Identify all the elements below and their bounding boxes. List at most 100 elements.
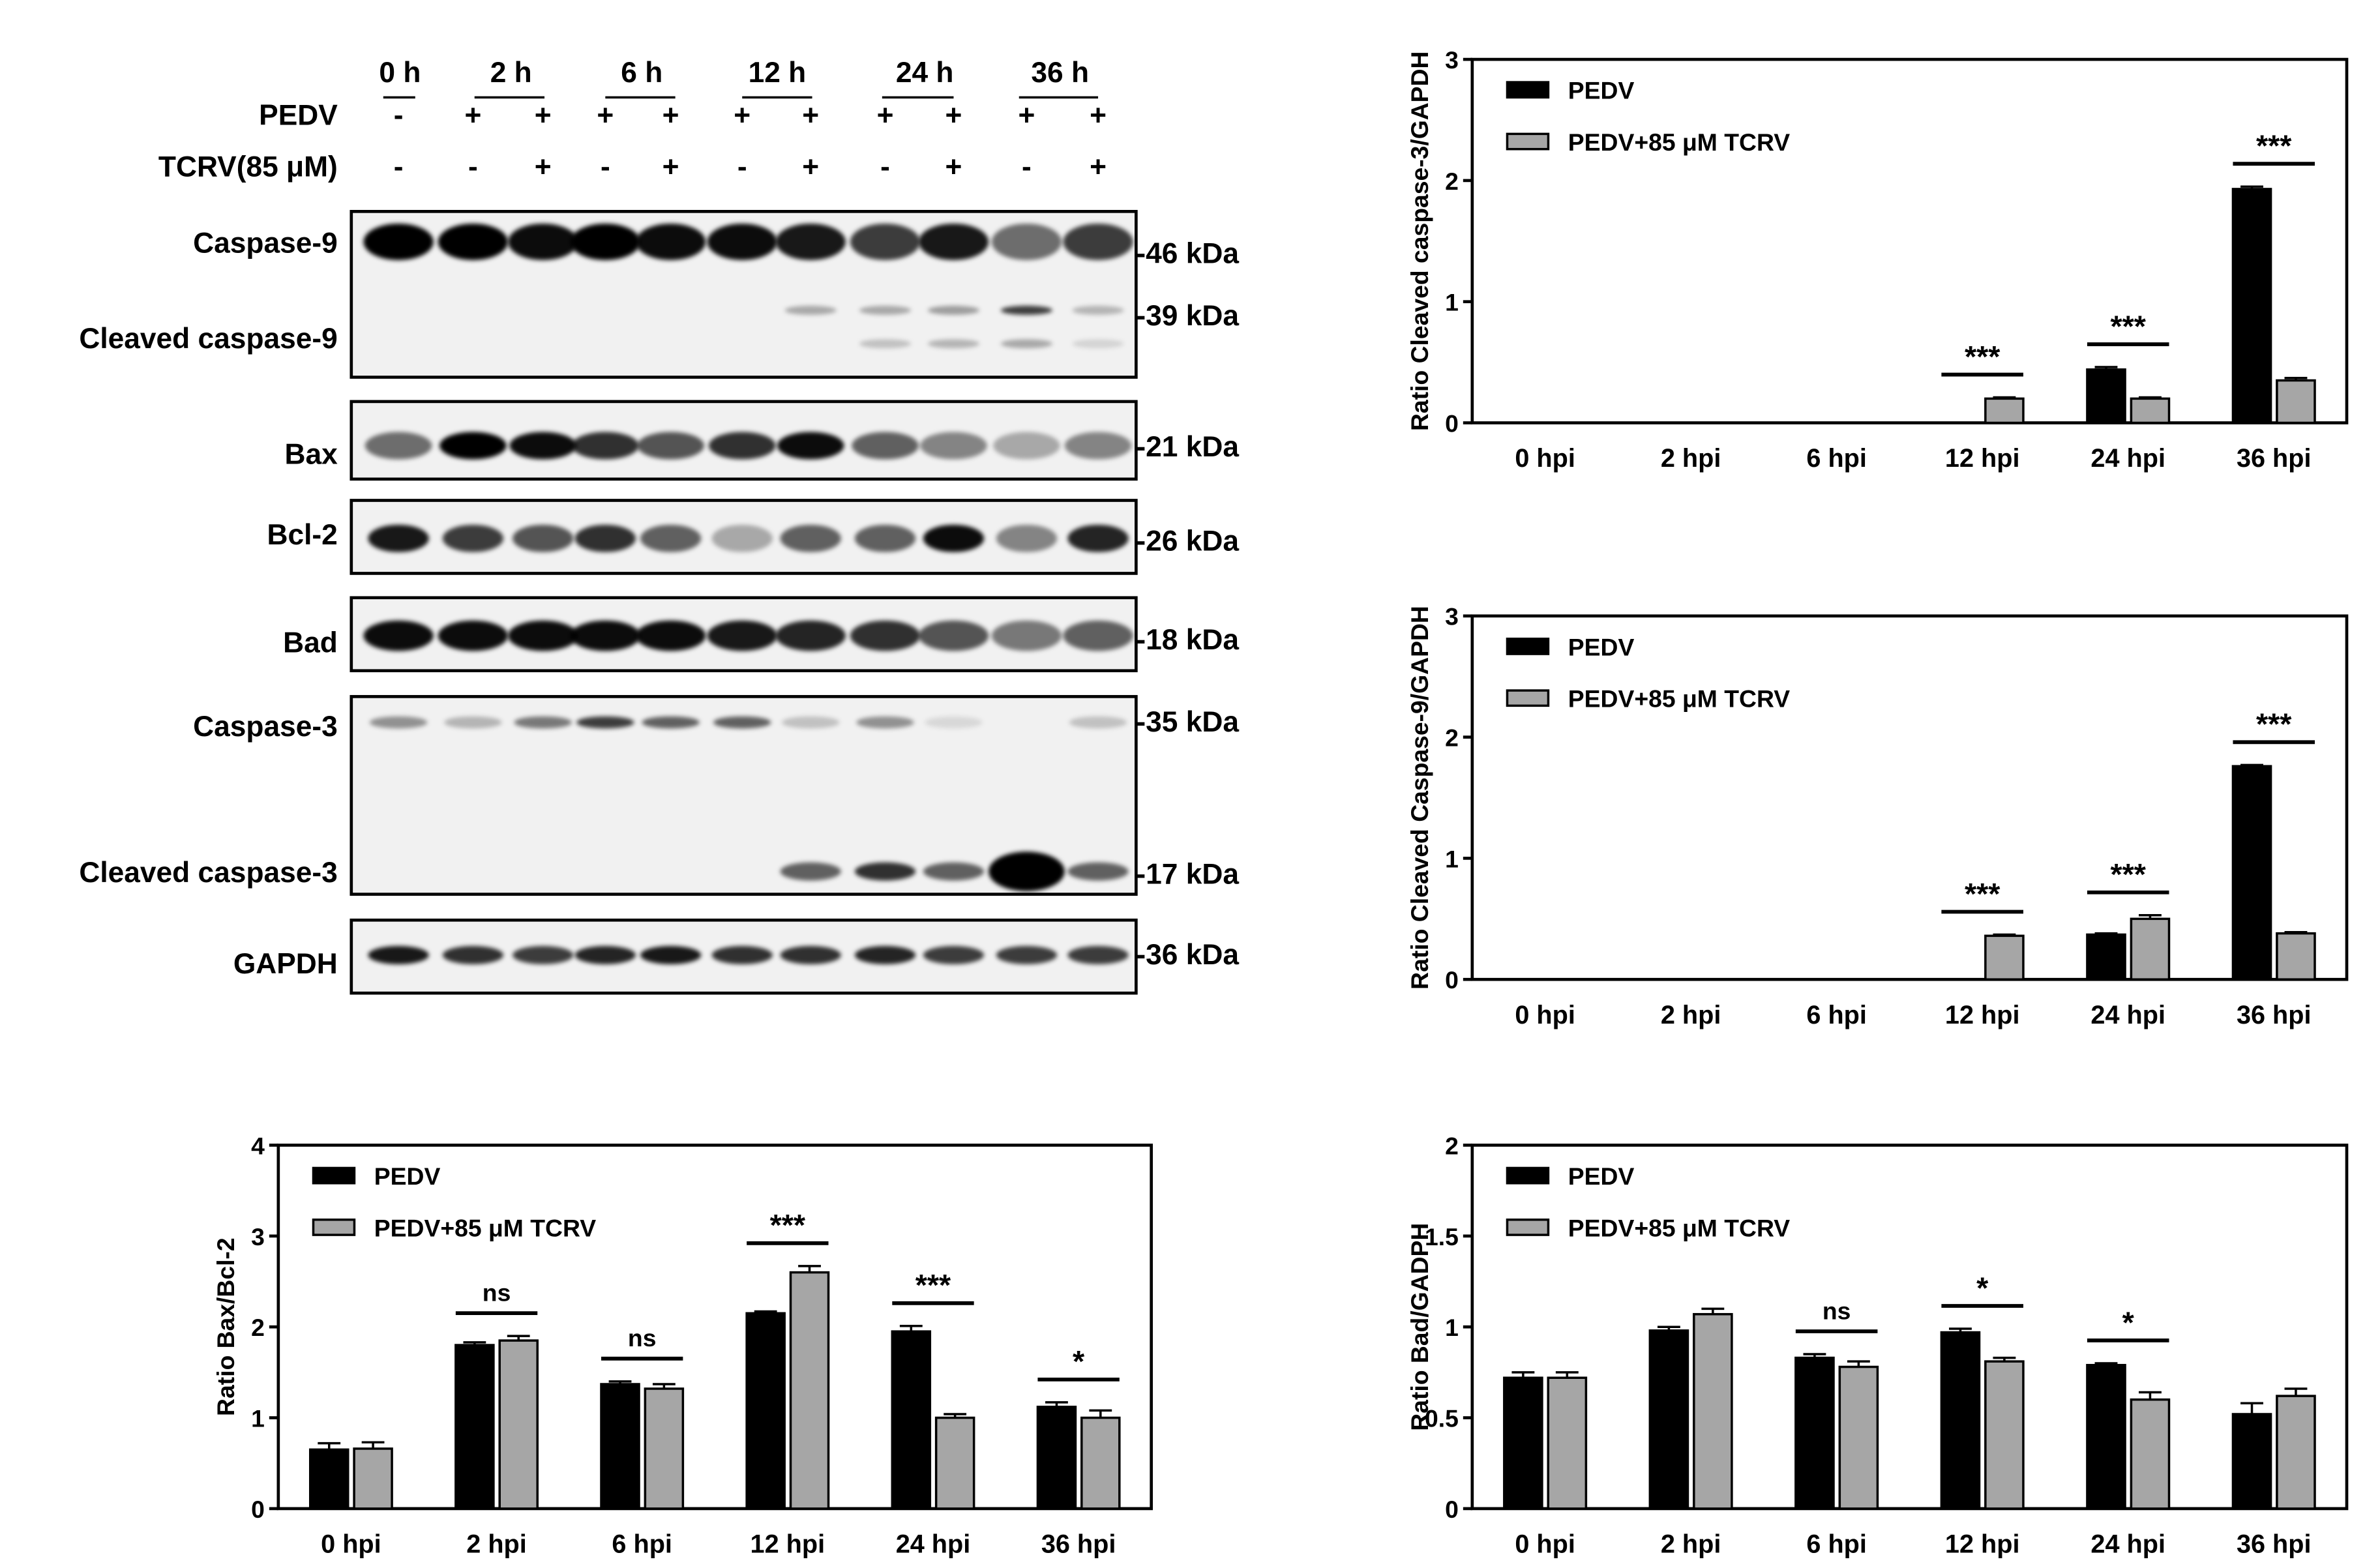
treatment-sign-0-7: +	[877, 99, 894, 131]
band-2-0-lane-2	[513, 524, 574, 552]
y-tick-label-3-0: 0	[1445, 1496, 1459, 1523]
bar-0-1-4	[2130, 397, 2171, 424]
band-3-0-lane-6	[775, 620, 846, 651]
treatment-sign-0-6: +	[802, 99, 819, 131]
x-tick-label-2-4: 24 hpi	[896, 1530, 971, 1559]
significance-label-1-4: ***	[2110, 857, 2146, 891]
treatment-sign-0-8: +	[945, 99, 962, 131]
bar-2-0-1	[454, 1344, 495, 1510]
y-tick-label-2-1: 1	[251, 1405, 265, 1432]
band-2-0-lane-3	[574, 524, 636, 552]
band-5-0-lane-7	[854, 945, 916, 964]
band-2-0-lane-10	[1067, 524, 1129, 552]
protein-label-3-0: Bad	[283, 627, 338, 659]
treatment-sign-0-10: +	[1090, 99, 1107, 131]
chart-1: 0 1 2 3 Ratio Cleaved Caspase-9/GAPDH 0 hpi 2 …	[1406, 603, 2349, 1029]
legend-label-3-1: PEDV+85 μM TCRV	[1568, 1214, 1790, 1241]
band-0-0-lane-5	[707, 223, 777, 260]
band-0-0-lane-4	[635, 223, 706, 260]
x-tick-label-2-3: 12 hpi	[751, 1530, 826, 1559]
bar-0-1-5	[2276, 379, 2316, 424]
band-4-0-lane-5	[713, 716, 771, 729]
band-3-0-lane-5	[707, 620, 777, 651]
x-tick-label-3-5: 36 hpi	[2237, 1530, 2312, 1559]
band-3-0-lane-7	[850, 620, 921, 651]
bar-3-0-4	[2086, 1363, 2126, 1510]
time-label-2: 6 h	[621, 57, 662, 89]
protein-label-5-0: GAPDH	[233, 948, 338, 980]
bar-3-1-4	[2130, 1398, 2171, 1510]
significance-label-3-2: ns	[1822, 1297, 1851, 1324]
significance-label-1-3: ***	[1965, 877, 2001, 911]
band-1-0-lane-8	[920, 432, 987, 460]
band-0-0-lane-8	[918, 223, 989, 260]
band-3-0-lane-1	[438, 620, 509, 651]
kda-marker-2-0: -26 kDa	[1136, 525, 1239, 557]
band-2-0-lane-7	[854, 524, 916, 552]
y-axis-label-1: Ratio Cleaved Caspase-9/GAPDH	[1406, 606, 1433, 990]
band-5-0-lane-9	[996, 945, 1058, 964]
bar-3-0-0	[1503, 1376, 1543, 1510]
kda-marker-4-0: -35 kDa	[1136, 706, 1239, 738]
treatment-sign-0-0: -	[394, 99, 404, 131]
band-1-0-lane-5	[708, 432, 776, 460]
x-tick-label-3-4: 24 hpi	[2090, 1530, 2165, 1559]
bar-3-0-2	[1794, 1356, 1835, 1510]
time-label-4: 24 h	[896, 57, 954, 89]
legend-swatch-2-1	[312, 1219, 356, 1236]
protein-label-0-0: Caspase-9	[193, 227, 338, 259]
band-4-1-lane-9	[989, 851, 1065, 891]
time-label-5: 36 h	[1031, 57, 1089, 89]
bar-3-0-3	[1940, 1331, 1981, 1510]
chart-3: 0 0.5 1 1.5 2 Ratio Bad/GADPH 0 hpi 2 hpi 6 hpi n…	[1406, 1132, 2349, 1559]
chart-0: 0 1 2 3 Ratio Cleaved caspase-3/GAPDH 0 hpi 2 …	[1406, 46, 2349, 473]
treatment-label-1: TCRV(85 μM)	[158, 151, 338, 183]
y-tick-label-3-1: 0.5	[1425, 1405, 1459, 1432]
significance-label-1-5: ***	[2256, 707, 2292, 741]
band-1-0-lane-6	[777, 432, 844, 460]
significance-label-0-3: ***	[1965, 340, 2001, 374]
legend-label-0-1: PEDV+85 μM TCRV	[1568, 128, 1790, 156]
band-0-1-lane-8	[927, 305, 980, 315]
y-tick-label-1-0: 0	[1445, 966, 1459, 994]
legend-label-1-1: PEDV+85 μM TCRV	[1568, 685, 1790, 713]
protein-label-2-0: Bcl-2	[267, 519, 337, 551]
band-2-0-lane-8	[923, 524, 985, 552]
band-5-0-lane-4	[640, 945, 702, 964]
bar-3-1-3	[1984, 1360, 2025, 1510]
band-1-0-lane-1	[439, 432, 507, 460]
band-4-0-lane-7	[856, 716, 914, 729]
band-0-0-lane-2	[508, 223, 578, 260]
treatment-label-0: PEDV	[259, 99, 338, 131]
protein-label-4-0: Caspase-3	[193, 711, 338, 743]
band-4-1-lane-8	[923, 862, 985, 881]
bar-charts: 0 1 2 3 Ratio Cleaved caspase-3/GAPDH 0 hpi 2 …	[212, 46, 2349, 1559]
x-tick-label-3-3: 12 hpi	[1945, 1530, 2020, 1559]
y-tick-label-1-1: 1	[1445, 845, 1459, 872]
x-tick-label-3-0: 0 hpi	[1515, 1530, 1575, 1559]
y-tick-label-0-3: 3	[1445, 46, 1459, 74]
bar-3-1-5	[2276, 1395, 2316, 1510]
y-tick-label-0-0: 0	[1445, 410, 1459, 437]
band-0-0-lane-1	[438, 223, 509, 260]
band-3-0-lane-0	[363, 620, 434, 651]
legend-label-3-0: PEDV	[1568, 1162, 1635, 1190]
treatment-sign-1-0: -	[394, 151, 404, 183]
treatment-sign-0-9: +	[1018, 99, 1035, 131]
band-1-0-lane-9	[993, 432, 1060, 460]
band-0-0-lane-0	[363, 223, 434, 260]
band-0-1-lane-7	[859, 305, 912, 315]
y-tick-label-3-4: 2	[1445, 1132, 1459, 1159]
significance-label-3-3: *	[1976, 1271, 1989, 1305]
treatment-sign-0-1: +	[464, 99, 481, 131]
band-0-0-lane-3	[570, 223, 640, 260]
legend-swatch-1-0	[1506, 637, 1550, 655]
time-label-1: 2 h	[490, 57, 532, 89]
bar-2-1-5	[1080, 1416, 1121, 1510]
chart-2: 0 1 2 3 4 Ratio Bax/Bcl-2 0 hpi 2 hpi ns 6 hpi ns 1…	[212, 1132, 1153, 1559]
treatment-sign-0-5: +	[734, 99, 751, 131]
bar-2-0-2	[600, 1383, 640, 1510]
treatment-sign-1-7: -	[880, 151, 890, 183]
bar-0-0-4	[2086, 368, 2126, 424]
band-0-2-lane-8	[927, 339, 980, 349]
